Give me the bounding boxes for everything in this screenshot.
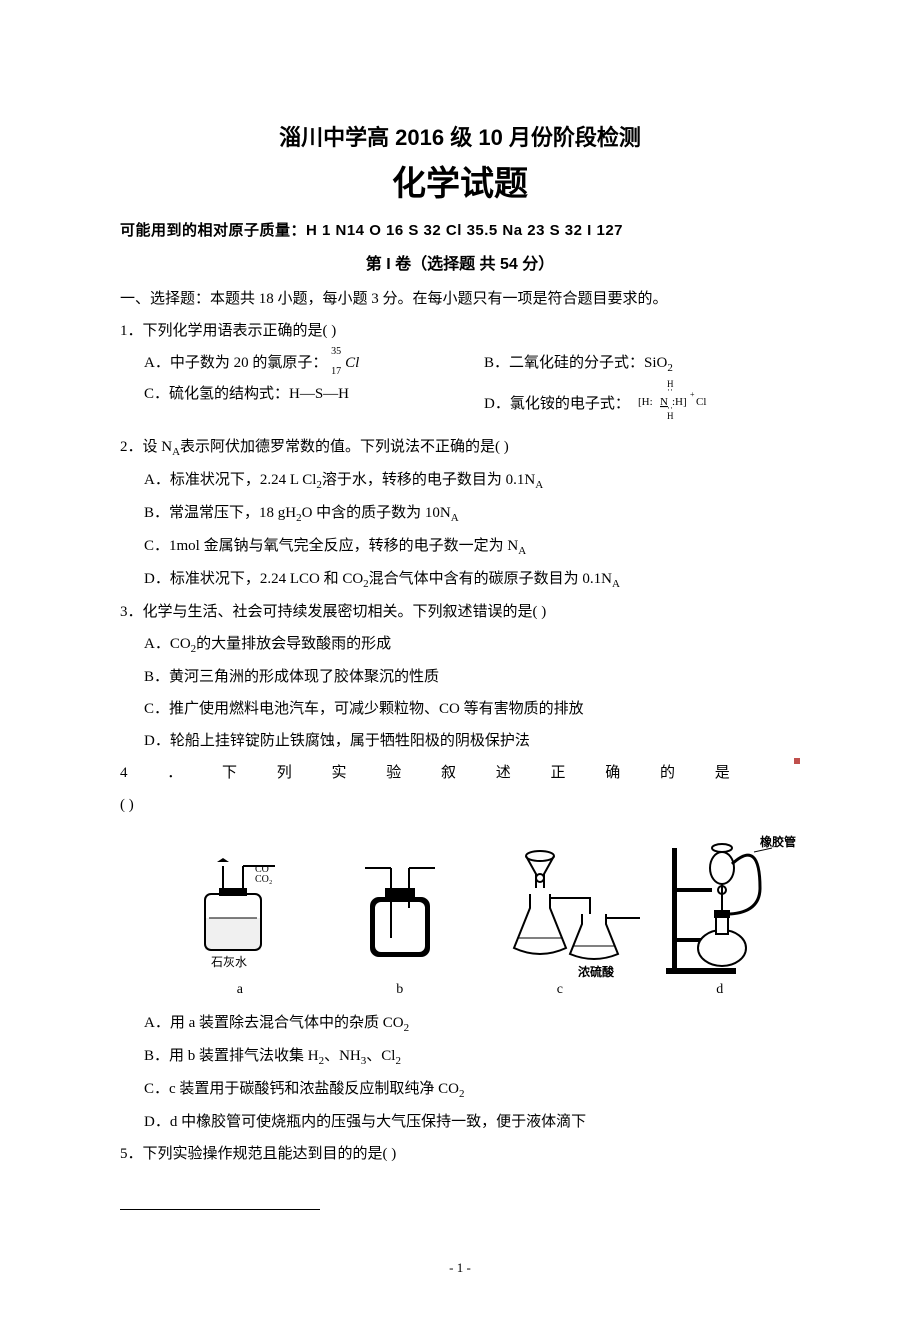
svg-text:Cl: Cl [696, 396, 706, 408]
apparatus-a: CO CO₂ 石灰水 [180, 858, 300, 978]
svg-text:+: + [690, 390, 695, 399]
q2-D-pre: D．标准状况下，2.24 LCO 和 CO [144, 571, 363, 587]
q1-B-text: B．二氧化硅的分子式：SiO [484, 355, 667, 371]
q4-paren: ( ) [120, 790, 800, 820]
q4-A: A．用 a 装置除去混合气体中的杂质 CO2 [144, 1008, 800, 1039]
q2-D-s2: A [612, 578, 620, 590]
q3-D: D．轮船上挂锌锭防止铁腐蚀，属于牺牲阳极的阴极保护法 [144, 726, 800, 756]
apparatus-a-icon: CO CO₂ 石灰水 [185, 858, 295, 978]
nuclide-sym: Cl [345, 355, 359, 371]
q3-A-pre: A．CO [144, 636, 191, 652]
q1-row2: C．硫化氢的结构式：H—S—H D．氯化铵的电子式： H ·· [H: N :H… [120, 379, 800, 430]
q4-A-s: 2 [404, 1022, 410, 1034]
label-c: c [557, 982, 563, 998]
q2-A-mid: 溶于水，转移的电子数目为 0.1N [322, 472, 535, 488]
q4-B-pre: B．用 b 装置排气法收集 H [144, 1048, 319, 1064]
svg-text::H]: :H] [672, 396, 687, 408]
d-label: 橡胶管 [760, 834, 796, 849]
q1-A-text: A．中子数为 20 的氯原子： [144, 355, 327, 371]
section-header: 第 I 卷（选择题 共 54 分） [120, 250, 800, 274]
q4-B-s3: 2 [395, 1055, 401, 1067]
q1-row1: A．中子数为 20 的氯原子： 35 17 Cl B．二氧化硅的分子式：SiO2 [120, 348, 800, 379]
svg-text:··: ·· [667, 385, 673, 395]
q4-stem-row: 4 ． 下 列 实 验 叙 述 正 确 的 是 [120, 758, 800, 788]
q2-C-s: A [518, 545, 526, 557]
q2-stem: 2．设 NA表示阿伏加德罗常数的值。下列说法不正确的是( ) [120, 432, 800, 463]
footer-rule [120, 1209, 320, 1210]
q1-B-sub: 2 [667, 362, 673, 374]
q4-D: D．d 中橡胶管可使烧瓶内的压强与大气压保持一致，便于液体滴下 [144, 1107, 800, 1137]
apparatus-d: 橡胶管 [660, 828, 780, 978]
lewis-nh4cl-icon: H ·· [H: N :H] + Cl ·· H [634, 379, 712, 430]
q2-A-s2: A [535, 479, 543, 491]
label-b: b [396, 982, 403, 998]
c-label: 浓硫酸 [578, 964, 615, 978]
q3-A: A．CO2的大量排放会导致酸雨的形成 [144, 629, 800, 660]
q4-B-m2: 、Cl [366, 1048, 395, 1064]
apparatus-b [340, 858, 460, 978]
school-line: 淄川中学高 2016 级 10 月份阶段检测 [120, 120, 800, 152]
q2-B-s2: A [451, 512, 459, 524]
q3-B: B．黄河三角洲的形成体现了胶体聚沉的性质 [144, 662, 800, 692]
apparatus-row: CO CO₂ 石灰水 [160, 828, 800, 978]
apparatus-c-icon: 浓硫酸 [500, 848, 670, 978]
q1-C: C．硫化氢的结构式：H—S—H [120, 379, 460, 430]
q1-stem: 1．下列化学用语表示正确的是( ) [120, 316, 800, 346]
q4-B-m1: 、NH [324, 1048, 361, 1064]
nuclide-cl: 35 17 Cl [331, 348, 359, 378]
apparatus-c: 浓硫酸 [500, 848, 620, 978]
apparatus-labels: a b c d [160, 982, 800, 998]
q4-C: C．c 装置用于碳酸钙和浓盐酸反应制取纯净 CO2 [144, 1074, 800, 1105]
q2-stem-post: 表示阿伏加德罗常数的值。下列说法不正确的是( ) [180, 439, 509, 455]
q4-A-pre: A．用 a 装置除去混合气体中的杂质 CO [144, 1015, 404, 1031]
q4-C-s: 2 [459, 1088, 465, 1100]
q3-C: C．推广使用燃料电池汽车，可减少颗粒物、CO 等有害物质的排放 [144, 694, 800, 724]
label-a: a [237, 982, 243, 998]
q2-stem-sub: A [172, 446, 180, 458]
nuclide-atomic: 17 [331, 362, 341, 382]
svg-text:H: H [667, 411, 674, 419]
instruction: 一、选择题：本题共 18 小题，每小题 3 分。在每小题只有一项是符合题目要求的… [120, 284, 800, 314]
q2-C: C．1mol 金属钠与氧气完全反应，转移的电子数一定为 NA [144, 531, 800, 562]
q2-D-mid: 混合气体中含有的碳原子数目为 0.1N [369, 571, 612, 587]
q2-B: B．常温常压下，18 gH2O 中含的质子数为 10NA [144, 498, 800, 529]
q1-A: A．中子数为 20 的氯原子： 35 17 Cl [120, 348, 460, 379]
q5-stem: 5．下列实验操作规范且能达到目的的是( ) [120, 1139, 800, 1169]
q2-C-pre: C．1mol 金属钠与氧气完全反应，转移的电子数一定为 N [144, 538, 518, 554]
nuclide-mass: 35 [331, 342, 341, 362]
q2-A: A．标准状况下，2.24 L Cl2溶于水，转移的电子数目为 0.1NA [144, 465, 800, 496]
a-liquid-label: 石灰水 [211, 955, 247, 969]
q1-B: B．二氧化硅的分子式：SiO2 [460, 348, 800, 379]
q1-D-text: D．氯化铵的电子式： [484, 396, 630, 412]
q3-stem: 3．化学与生活、社会可持续发展密切相关。下列叙述错误的是( ) [120, 597, 800, 627]
apparatus-b-icon [345, 858, 455, 978]
q4-C-pre: C．c 装置用于碳酸钙和浓盐酸反应制取纯净 CO [144, 1081, 459, 1097]
q4-B: B．用 b 装置排气法收集 H2、NH3、Cl2 [144, 1041, 800, 1072]
q2-A-pre: A．标准状况下，2.24 L Cl [144, 472, 316, 488]
svg-text:[H:: [H: [638, 396, 653, 408]
q2-stem-pre: 2．设 N [120, 439, 172, 455]
apparatus-d-icon: 橡胶管 [660, 828, 800, 978]
q3-A-post: 的大量排放会导致酸雨的形成 [196, 636, 391, 652]
atomic-masses: 可能用到的相对原子质量：H 1 N14 O 16 S 32 Cl 35.5 Na… [120, 219, 800, 240]
q2-B-mid: O 中含的质子数为 10N [302, 505, 451, 521]
red-dot-icon [794, 758, 800, 764]
page-number: - 1 - [120, 1260, 800, 1276]
q1-D: D．氯化铵的电子式： H ·· [H: N :H] + Cl ·· H [460, 379, 800, 430]
label-d: d [716, 982, 723, 998]
exam-page: 淄川中学高 2016 级 10 月份阶段检测 化学试题 可能用到的相对原子质量：… [0, 0, 920, 1336]
q2-D: D．标准状况下，2.24 LCO 和 CO2混合气体中含有的碳原子数目为 0.1… [144, 564, 800, 595]
q4-stem: 4 ． 下 列 实 验 叙 述 正 确 的 是 [120, 758, 748, 788]
q2-B-pre: B．常温常压下，18 gH [144, 505, 296, 521]
main-title: 化学试题 [120, 156, 800, 205]
svg-text:CO₂: CO₂ [255, 874, 272, 885]
